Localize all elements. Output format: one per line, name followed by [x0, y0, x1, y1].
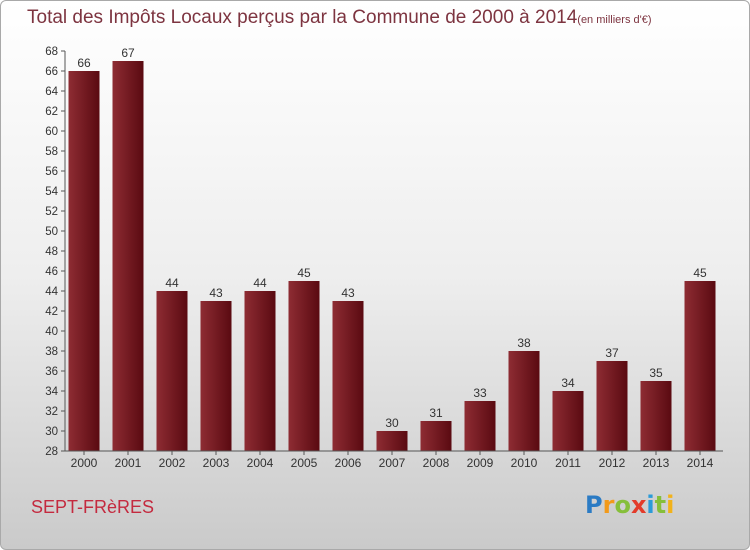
chart-title-text: Total des Impôts Locaux perçus par la Co… [27, 7, 578, 28]
bar-2013 [640, 381, 672, 451]
y-tick-label-32: 32 [45, 406, 58, 418]
x-tick-label-2000: 2000 [71, 456, 98, 470]
logo-letter: P [585, 491, 603, 519]
value-label-2004: 44 [253, 276, 267, 290]
x-tick-label-2009: 2009 [467, 456, 494, 470]
y-tick-label-30: 30 [45, 426, 58, 438]
y-tick-label-66: 66 [45, 66, 58, 78]
value-label-2009: 33 [473, 386, 487, 400]
y-tick-label-40: 40 [45, 326, 58, 338]
value-label-2014: 45 [693, 266, 707, 280]
y-tick-label-44: 44 [45, 286, 58, 298]
y-tick-label-58: 58 [45, 146, 58, 158]
logo-letter: i [666, 491, 675, 519]
logo-letter: x [630, 491, 647, 519]
x-tick-label-2012: 2012 [599, 456, 626, 470]
y-tick-label-48: 48 [45, 246, 58, 258]
y-tick-label-36: 36 [45, 366, 58, 378]
value-label-2001: 67 [121, 46, 135, 60]
y-tick-label-28: 28 [45, 446, 58, 458]
y-tick-label-52: 52 [45, 206, 58, 218]
x-tick-label-2013: 2013 [643, 456, 670, 470]
y-tick-label-60: 60 [45, 126, 58, 138]
y-tick-label-34: 34 [45, 386, 58, 398]
value-label-2008: 31 [429, 406, 443, 420]
value-label-2011: 34 [561, 376, 575, 390]
value-label-2010: 38 [517, 336, 531, 350]
bar-2004 [244, 291, 276, 451]
logo-letter: o [614, 491, 631, 519]
value-label-2013: 35 [649, 366, 663, 380]
y-tick-label-54: 54 [45, 186, 58, 198]
y-tick-label-42: 42 [45, 306, 58, 318]
bar-2001 [112, 61, 144, 451]
x-tick-label-2010: 2010 [511, 456, 538, 470]
x-tick-label-2001: 2001 [115, 456, 142, 470]
proxiti-logo: Proxiti [585, 491, 674, 519]
bar-2000 [68, 71, 100, 451]
value-label-2002: 44 [165, 276, 179, 290]
bar-2014 [684, 281, 716, 451]
commune-name: SEPT-FRèRES [31, 497, 155, 517]
bar-2005 [288, 281, 320, 451]
logo-letter: i [646, 491, 655, 519]
x-tick-label-2003: 2003 [203, 456, 230, 470]
y-tick-label-50: 50 [45, 226, 58, 238]
bar-2010 [508, 351, 540, 451]
y-tick-label-62: 62 [45, 106, 58, 118]
value-label-2000: 66 [77, 56, 91, 70]
x-tick-label-2002: 2002 [159, 456, 186, 470]
chart-unit-note: (en milliers d'€) [577, 14, 652, 26]
y-tick-label-56: 56 [45, 166, 58, 178]
value-label-2012: 37 [605, 346, 619, 360]
logo-letter: t [654, 491, 667, 519]
x-tick-label-2007: 2007 [379, 456, 406, 470]
x-tick-label-2005: 2005 [291, 456, 318, 470]
bar-2009 [464, 401, 496, 451]
y-tick-label-64: 64 [45, 86, 58, 98]
bar-2012 [596, 361, 628, 451]
y-tick-label-68: 68 [45, 46, 58, 58]
value-label-2006: 43 [341, 286, 355, 300]
y-tick-label-38: 38 [45, 346, 58, 358]
x-tick-label-2006: 2006 [335, 456, 362, 470]
bar-2002 [156, 291, 188, 451]
x-tick-label-2004: 2004 [247, 456, 274, 470]
y-tick-label-46: 46 [45, 266, 58, 278]
chart-title: Total des Impôts Locaux perçus par la Co… [27, 7, 652, 29]
value-label-2005: 45 [297, 266, 311, 280]
bar-2006 [332, 301, 364, 451]
bar-2008 [420, 421, 452, 451]
bar-2011 [552, 391, 584, 451]
x-tick-label-2014: 2014 [687, 456, 714, 470]
x-tick-label-2008: 2008 [423, 456, 450, 470]
value-label-2003: 43 [209, 286, 223, 300]
bar-2007 [376, 431, 408, 451]
value-label-2007: 30 [385, 416, 399, 430]
bar-2003 [200, 301, 232, 451]
x-tick-label-2011: 2011 [555, 456, 581, 470]
logo-letter: r [602, 491, 615, 519]
